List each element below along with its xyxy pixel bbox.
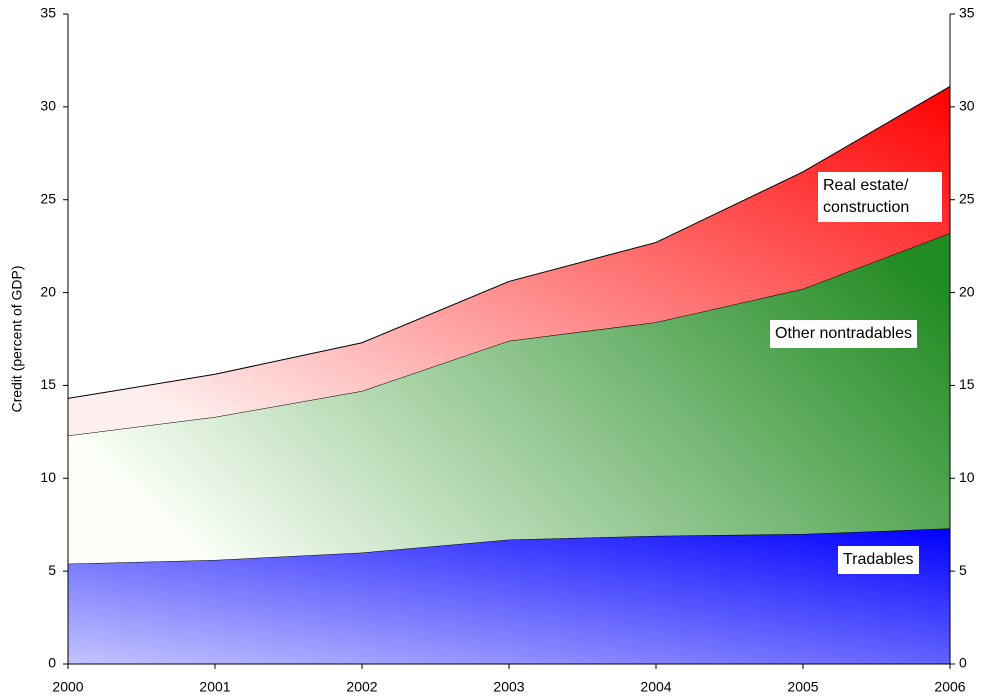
x-tick-label: 2003	[493, 679, 524, 695]
series-label: Tradables	[838, 546, 919, 574]
x-tick-label: 2001	[199, 679, 230, 695]
y-tick-label: 30	[40, 98, 56, 114]
y2-tick-label: 10	[959, 469, 975, 485]
y2-tick-label: 30	[959, 98, 975, 114]
y-tick-label: 25	[40, 190, 56, 206]
x-tick-label: 2006	[934, 679, 965, 695]
y2-tick-label: 0	[959, 655, 967, 671]
area-edge	[67, 85, 951, 399]
y2-tick-label: 5	[959, 562, 967, 578]
x-tick-label: 2000	[52, 679, 83, 695]
y-tick-label: 20	[40, 283, 56, 299]
y2-tick-label: 35	[959, 5, 975, 21]
y-tick-label: 10	[40, 469, 56, 485]
y2-tick-label: 25	[959, 190, 975, 206]
y-tick-label: 0	[48, 655, 56, 671]
area	[68, 86, 950, 436]
y-axis-label: Credit (percent of GDP)	[9, 265, 25, 412]
series-label: Other nontradables	[770, 320, 917, 348]
area	[68, 528, 950, 664]
y-tick-label: 35	[40, 5, 56, 21]
x-tick-label: 2004	[640, 679, 671, 695]
series-label: Real estate/ construction	[818, 172, 942, 222]
x-tick-label: 2005	[787, 679, 818, 695]
area	[68, 233, 950, 564]
x-tick-label: 2002	[346, 679, 377, 695]
y2-tick-label: 20	[959, 283, 975, 299]
y2-tick-label: 15	[959, 376, 975, 392]
y-tick-label: 15	[40, 376, 56, 392]
y-tick-label: 5	[48, 562, 56, 578]
